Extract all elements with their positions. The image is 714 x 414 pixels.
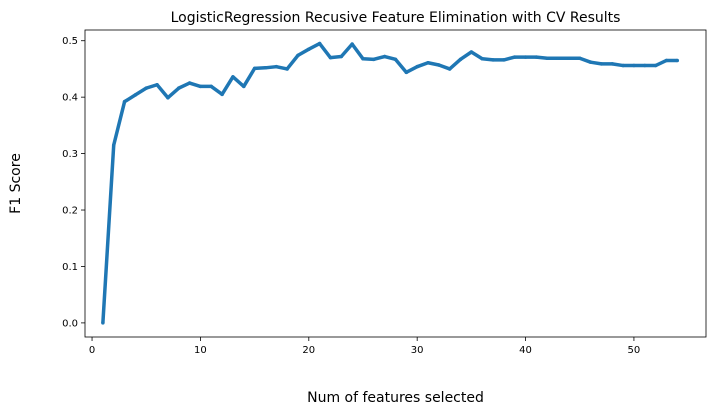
data-point	[144, 86, 148, 90]
data-point	[469, 50, 474, 54]
data-point	[285, 67, 289, 71]
data-point	[491, 58, 495, 62]
data-point	[404, 70, 409, 75]
data-point	[263, 66, 268, 70]
data-points	[101, 41, 680, 325]
data-point	[664, 58, 669, 63]
data-point	[588, 60, 593, 64]
x-axis-ticks: 0 10 20 30 40 50	[89, 337, 640, 356]
x-tick-label: 10	[194, 345, 207, 356]
data-point	[621, 63, 625, 68]
data-point	[556, 56, 560, 60]
data-point	[567, 56, 571, 60]
data-point	[122, 99, 127, 104]
data-point	[307, 47, 311, 51]
data-point	[166, 95, 170, 100]
data-point	[382, 54, 387, 59]
data-point	[426, 60, 430, 65]
data-point	[610, 62, 615, 66]
data-point	[328, 55, 333, 60]
plot-area-frame	[84, 29, 707, 338]
y-tick-label: 0.4	[62, 93, 78, 104]
data-point	[512, 55, 517, 59]
data-point	[296, 53, 300, 58]
data-point	[155, 82, 159, 87]
data-point	[415, 64, 419, 69]
y-tick-label: 0.2	[62, 206, 78, 217]
data-point	[545, 56, 549, 60]
data-point	[111, 143, 116, 147]
data-point	[317, 41, 322, 46]
data-point	[252, 66, 257, 71]
y-axis-ticks: 0.0 0.1 0.2 0.3 0.4 0.5	[62, 36, 85, 329]
data-point	[447, 67, 452, 71]
data-point	[274, 64, 279, 69]
x-tick-label: 40	[519, 345, 532, 356]
x-axis-label: Num of features selected	[307, 390, 484, 406]
data-point	[187, 81, 192, 85]
y-tick-label: 0.0	[62, 318, 78, 329]
data-point	[458, 57, 463, 62]
data-point	[599, 62, 604, 66]
x-tick-label: 50	[628, 345, 641, 356]
data-point	[534, 55, 539, 59]
data-point	[231, 75, 235, 79]
y-axis-label: F1 Score	[8, 153, 24, 214]
data-point	[523, 55, 528, 59]
data-point	[372, 57, 376, 62]
data-point	[176, 86, 181, 90]
data-point	[393, 57, 398, 62]
data-point	[675, 58, 680, 63]
y-tick-label: 0.3	[62, 149, 78, 160]
data-point	[350, 42, 354, 46]
data-point	[577, 56, 582, 60]
data-point	[502, 58, 506, 62]
data-point	[209, 84, 214, 89]
y-tick-label: 0.1	[62, 262, 78, 273]
data-point	[643, 63, 647, 68]
data-point	[437, 63, 441, 67]
data-point	[653, 63, 658, 68]
data-point	[133, 93, 138, 97]
chart-title: LogisticRegression Recusive Feature Elim…	[171, 10, 621, 26]
series-line	[101, 41, 678, 323]
x-tick-label: 30	[411, 345, 424, 356]
data-point	[242, 84, 246, 89]
y-tick-label: 0.5	[62, 36, 78, 47]
x-tick-label: 20	[302, 345, 315, 356]
data-point	[480, 57, 484, 61]
data-point	[339, 54, 344, 59]
data-point	[101, 321, 105, 325]
data-point	[361, 57, 365, 61]
data-point	[220, 92, 224, 97]
x-tick-label: 0	[89, 345, 95, 356]
data-point	[198, 84, 203, 89]
data-point	[632, 63, 636, 68]
